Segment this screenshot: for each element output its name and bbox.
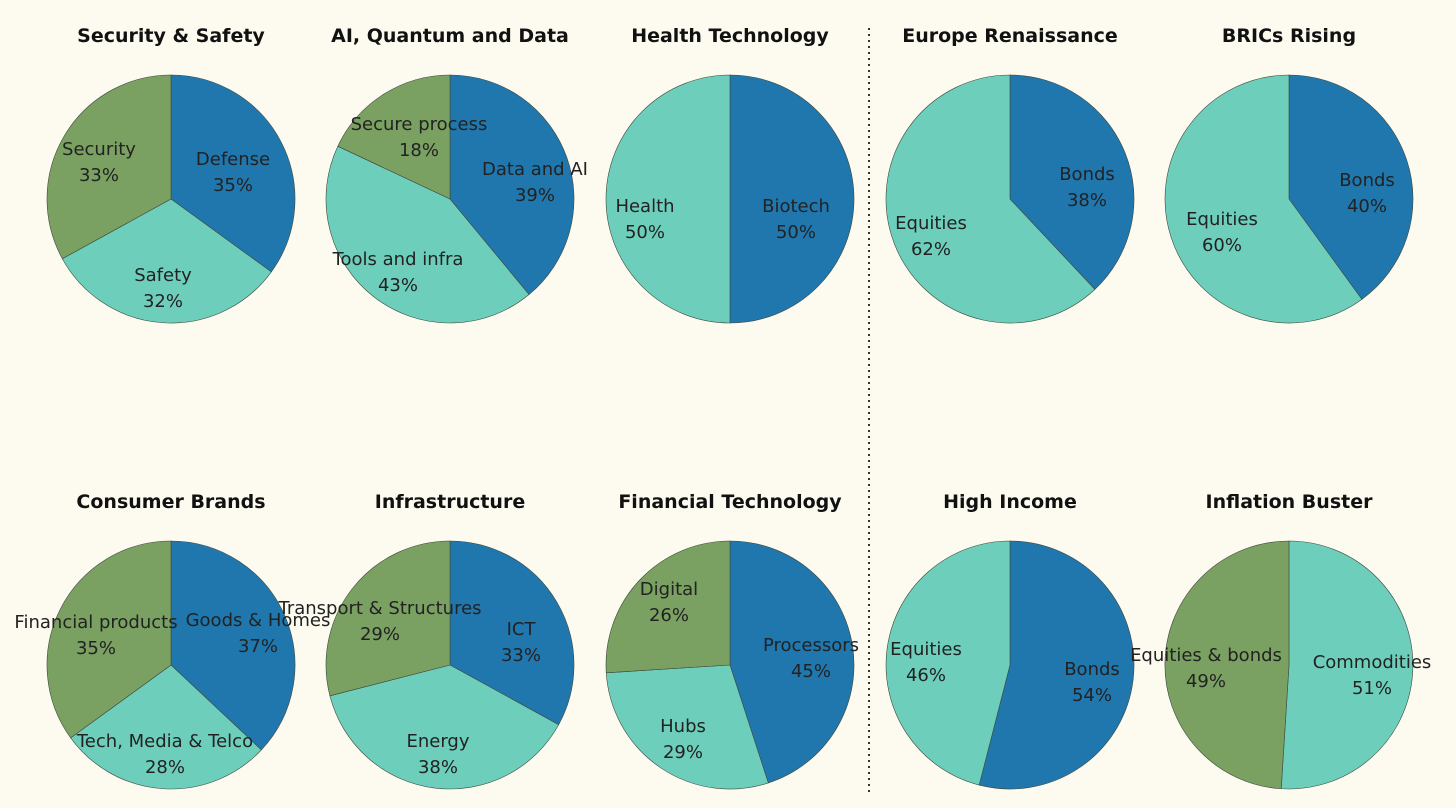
charts-layer: Security & Safety Defense 35% Safety 32% Secu… bbox=[14, 25, 1432, 790]
slice-percent-goods-and-homes: 37% bbox=[238, 636, 278, 657]
pie-chart-health-technology: Health Technology Biotech 50% Health 50% bbox=[605, 25, 855, 324]
slice-label-equities: Equities bbox=[890, 639, 962, 660]
pie-slice-health bbox=[605, 74, 731, 324]
pie-slice-tech-media-and-telco bbox=[70, 664, 262, 790]
slice-label-energy: Energy bbox=[406, 731, 469, 752]
pie-slice-biotech bbox=[729, 74, 855, 324]
slice-label-bonds: Bonds bbox=[1059, 164, 1115, 185]
pie-slice-equities bbox=[885, 74, 1096, 324]
slice-percent-equities: 46% bbox=[906, 665, 946, 686]
pie-slice-defense bbox=[170, 74, 296, 273]
chart-title-inflation-buster: Inflation Buster bbox=[1206, 491, 1374, 513]
slice-label-safety: Safety bbox=[134, 265, 192, 286]
pie-slice-hubs bbox=[605, 664, 769, 790]
pie-slice-equities bbox=[1164, 74, 1363, 324]
slice-label-transport-and-structures: Transport & Structures bbox=[277, 598, 481, 619]
slice-label-data-and-ai: Data and AI bbox=[482, 159, 588, 180]
pie-slice-commodities bbox=[1280, 540, 1414, 790]
pie-slice-ict bbox=[449, 540, 575, 726]
slice-percent-bonds: 38% bbox=[1067, 190, 1107, 211]
pie-chart-high-income: High Income Bonds 54% Equities 46% bbox=[885, 491, 1135, 790]
chart-title-infrastructure: Infrastructure bbox=[375, 491, 525, 513]
chart-title-security-and-safety: Security & Safety bbox=[77, 25, 265, 47]
pie-slice-security bbox=[46, 74, 172, 260]
pie-slice-tools-and-infra bbox=[325, 145, 530, 324]
slice-label-ict: ICT bbox=[507, 619, 537, 640]
slice-label-defense: Defense bbox=[196, 149, 270, 170]
slice-label-digital: Digital bbox=[640, 579, 698, 600]
slice-percent-data-and-ai: 39% bbox=[515, 185, 555, 206]
pie-chart-infrastructure: Infrastructure ICT 33% Energy 38% Transport &… bbox=[277, 491, 575, 790]
slice-percent-transport-and-structures: 29% bbox=[360, 624, 400, 645]
slice-label-commodities: Commodities bbox=[1313, 652, 1432, 673]
pie-chart-brics-rising: BRICs Rising Bonds 40% Equities 60% bbox=[1164, 25, 1414, 324]
slice-label-equities: Equities bbox=[1186, 209, 1258, 230]
slice-percent-commodities: 51% bbox=[1352, 678, 1392, 699]
chart-title-brics-rising: BRICs Rising bbox=[1222, 25, 1356, 47]
pie-slice-equities-and-bonds bbox=[1164, 540, 1290, 790]
slice-percent-bonds: 54% bbox=[1072, 685, 1112, 706]
slice-label-secure-process: Secure process bbox=[351, 114, 488, 135]
slice-percent-energy: 38% bbox=[418, 757, 458, 778]
slice-percent-tech-media-and-telco: 28% bbox=[145, 757, 185, 778]
slice-percent-health: 50% bbox=[625, 222, 665, 243]
slice-percent-digital: 26% bbox=[649, 605, 689, 626]
slice-label-equities: Equities bbox=[895, 213, 967, 234]
slice-percent-ict: 33% bbox=[501, 645, 541, 666]
slice-label-security: Security bbox=[62, 139, 136, 160]
pie-chart-inflation-buster: Inflation Buster Commodities 51% Equities &… bbox=[1130, 491, 1432, 790]
pie-chart-consumer-brands: Consumer Brands Goods & Homes 37% Tech, Med… bbox=[14, 491, 331, 790]
slice-label-tech-media-and-telco: Tech, Media & Telco bbox=[76, 731, 253, 752]
pie-chart-ai-quantum-and-data: AI, Quantum and Data Data and AI 39% Tools … bbox=[325, 25, 588, 324]
slice-label-health: Health bbox=[615, 196, 674, 217]
slice-percent-processors: 45% bbox=[791, 661, 831, 682]
slice-label-equities-and-bonds: Equities & bonds bbox=[1130, 645, 1282, 666]
slice-percent-security: 33% bbox=[79, 165, 119, 186]
slice-label-bonds: Bonds bbox=[1064, 659, 1120, 680]
slice-percent-tools-and-infra: 43% bbox=[378, 275, 418, 296]
chart-title-high-income: High Income bbox=[943, 491, 1077, 513]
slice-percent-biotech: 50% bbox=[776, 222, 816, 243]
slice-percent-equities-and-bonds: 49% bbox=[1186, 671, 1226, 692]
pie-slice-energy bbox=[329, 664, 560, 790]
slice-percent-hubs: 29% bbox=[663, 742, 703, 763]
slice-label-hubs: Hubs bbox=[660, 716, 706, 737]
slice-label-biotech: Biotech bbox=[762, 196, 830, 217]
chart-title-ai-quantum-and-data: AI, Quantum and Data bbox=[331, 25, 569, 47]
pie-slice-equities bbox=[885, 540, 1011, 786]
pie-chart-security-and-safety: Security & Safety Defense 35% Safety 32% Secu… bbox=[46, 25, 296, 324]
pie-chart-financial-technology: Financial Technology Processors 45% Hubs 29%… bbox=[605, 491, 859, 790]
slice-percent-equities: 60% bbox=[1202, 235, 1242, 256]
pie-slice-transport-and-structures bbox=[325, 540, 451, 697]
pie-slice-goods-and-homes bbox=[170, 540, 296, 751]
slice-percent-defense: 35% bbox=[213, 175, 253, 196]
pie-slice-secure-process bbox=[337, 74, 451, 200]
slice-label-goods-and-homes: Goods & Homes bbox=[186, 610, 331, 631]
slice-label-bonds: Bonds bbox=[1339, 170, 1395, 191]
slice-percent-secure-process: 18% bbox=[399, 140, 439, 161]
pie-slice-financial-products bbox=[46, 540, 172, 739]
chart-title-europe-renaissance: Europe Renaissance bbox=[902, 25, 1118, 47]
slice-percent-equities: 62% bbox=[911, 239, 951, 260]
pie-slice-bonds bbox=[1288, 74, 1414, 300]
pie-chart-europe-renaissance: Europe Renaissance Bonds 38% Equities 62% bbox=[885, 25, 1135, 324]
slice-percent-bonds: 40% bbox=[1347, 196, 1387, 217]
slice-percent-safety: 32% bbox=[143, 291, 183, 312]
chart-title-health-technology: Health Technology bbox=[631, 25, 829, 47]
pie-slice-processors bbox=[729, 540, 855, 784]
slice-percent-financial-products: 35% bbox=[76, 638, 116, 659]
pie-slice-bonds bbox=[1009, 74, 1135, 290]
pie-slice-safety bbox=[61, 198, 272, 324]
slice-label-tools-and-infra: Tools and infra bbox=[332, 249, 464, 270]
pie-slice-bonds bbox=[978, 540, 1135, 790]
slice-label-processors: Processors bbox=[763, 635, 859, 656]
chart-title-financial-technology: Financial Technology bbox=[618, 491, 842, 513]
chart-title-consumer-brands: Consumer Brands bbox=[76, 491, 265, 513]
pie-slice-digital bbox=[605, 540, 731, 674]
pie-slice-data-and-ai bbox=[449, 74, 575, 295]
slice-label-financial-products: Financial products bbox=[14, 612, 177, 633]
